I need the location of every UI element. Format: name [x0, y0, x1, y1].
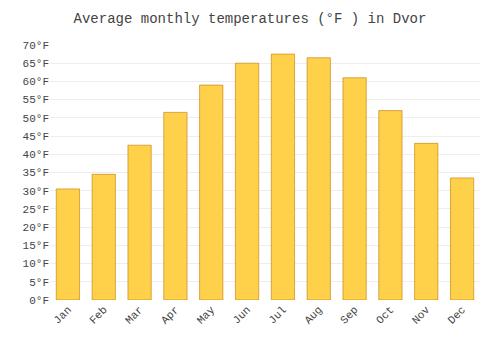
svg-text:20°F: 20°F	[23, 222, 49, 234]
svg-text:Oct: Oct	[374, 304, 396, 326]
svg-text:Feb: Feb	[87, 304, 109, 326]
svg-text:5°F: 5°F	[29, 277, 49, 289]
svg-text:Sep: Sep	[338, 304, 360, 326]
svg-text:Jun: Jun	[231, 304, 253, 326]
svg-text:60°F: 60°F	[23, 76, 49, 88]
svg-text:10°F: 10°F	[23, 258, 49, 270]
svg-text:65°F: 65°F	[23, 58, 49, 70]
svg-text:Jan: Jan	[51, 304, 73, 326]
svg-text:May: May	[195, 304, 218, 327]
svg-text:40°F: 40°F	[23, 149, 49, 161]
svg-text:15°F: 15°F	[23, 240, 49, 252]
svg-text:Dec: Dec	[446, 304, 468, 326]
svg-text:Average monthly temperatures (: Average monthly temperatures (°F ) in Dv…	[74, 11, 427, 27]
svg-text:45°F: 45°F	[23, 131, 49, 143]
svg-text:70°F: 70°F	[23, 40, 49, 52]
svg-text:Mar: Mar	[123, 304, 145, 326]
svg-text:35°F: 35°F	[23, 167, 49, 179]
svg-text:Nov: Nov	[410, 304, 433, 327]
svg-text:25°F: 25°F	[23, 204, 49, 216]
svg-text:50°F: 50°F	[23, 113, 49, 125]
svg-text:30°F: 30°F	[23, 186, 49, 198]
svg-text:Aug: Aug	[302, 304, 324, 326]
svg-text:Jul: Jul	[266, 304, 288, 326]
svg-text:0°F: 0°F	[29, 295, 49, 307]
svg-text:Apr: Apr	[159, 304, 181, 326]
svg-text:55°F: 55°F	[23, 94, 49, 106]
